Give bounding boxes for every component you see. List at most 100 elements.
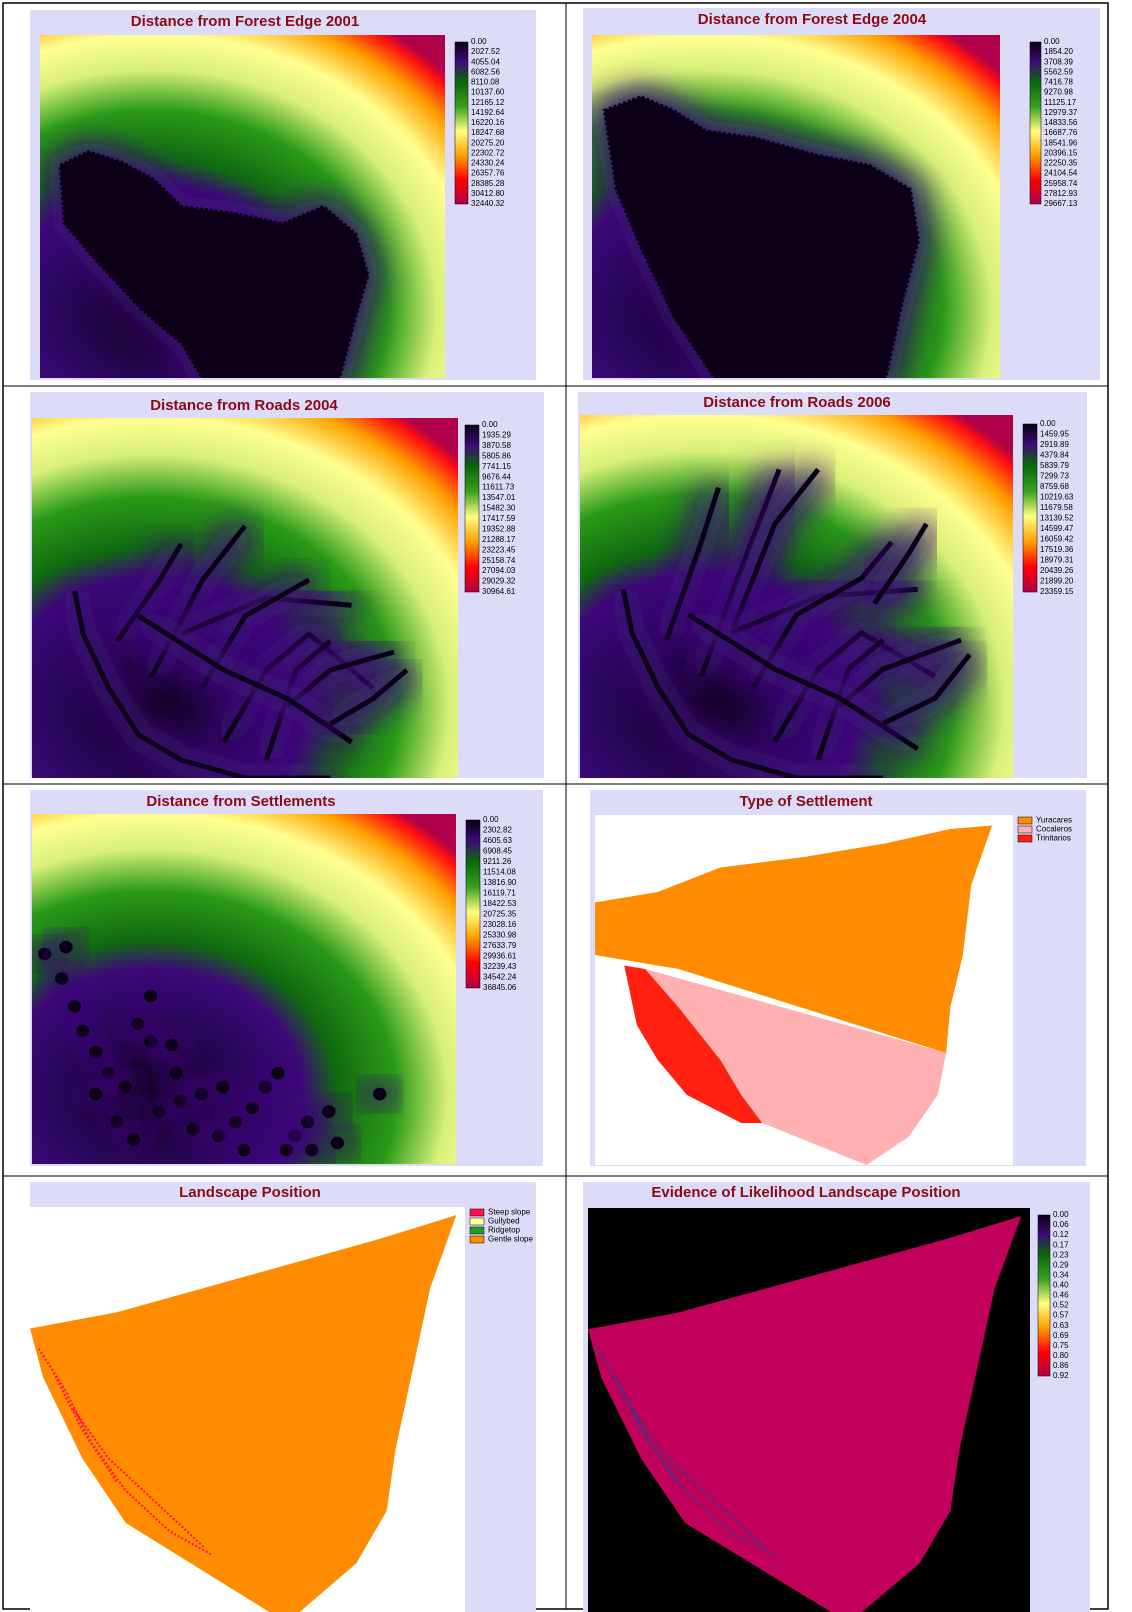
legend-label: 20396.15	[1044, 148, 1078, 157]
legend-label: 25958.74	[1044, 179, 1078, 188]
settlement	[59, 941, 73, 954]
legend-label: 32239.43	[483, 962, 517, 971]
legend-label: 7741.15	[482, 462, 511, 471]
legend-label: 14599.47	[1040, 524, 1074, 533]
map	[592, 35, 1000, 378]
legend-swatch	[1018, 826, 1032, 833]
legend-label: 2919.89	[1040, 440, 1069, 449]
legend-label: 2302.82	[483, 826, 512, 835]
legend-swatch	[470, 1218, 484, 1225]
legend-label: 0.63	[1053, 1321, 1069, 1330]
legend-label: 21288.17	[482, 535, 516, 544]
legend-label: 4055.04	[471, 57, 500, 66]
legend-label: 16059.42	[1040, 535, 1074, 544]
legend-label: 10219.63	[1040, 493, 1074, 502]
panel-title: Landscape Position	[179, 1184, 321, 1201]
map	[40, 35, 445, 378]
legend-label: 0.17	[1053, 1240, 1069, 1249]
legend-label: 0.34	[1053, 1270, 1069, 1279]
legend-label: 13139.52	[1040, 514, 1074, 523]
legend-label: 0.23	[1053, 1250, 1069, 1259]
legend-label: Cocaleros	[1036, 825, 1072, 834]
legend-label: 22250.35	[1044, 159, 1078, 168]
legend-label: 0.92	[1053, 1371, 1069, 1380]
legend-label: 25158.74	[482, 556, 516, 565]
legend-label: 30412.80	[471, 189, 505, 198]
map	[30, 1207, 465, 1612]
legend-label: 9270.98	[1044, 88, 1073, 97]
panel-title: Distance from Forest Edge 2004	[698, 11, 927, 28]
legend-ramp	[465, 425, 479, 592]
legend-label: 7416.78	[1044, 78, 1073, 87]
legend-label: 0.57	[1053, 1311, 1069, 1320]
legend-label: 24104.54	[1044, 169, 1078, 178]
legend-label: 0.46	[1053, 1291, 1069, 1300]
map	[32, 418, 458, 778]
settlement	[165, 1039, 179, 1052]
legend-label: 0.75	[1053, 1341, 1069, 1350]
legend-label: 9211.26	[483, 857, 512, 866]
legend-label: 0.00	[1040, 419, 1056, 428]
legend-ramp	[1023, 424, 1037, 592]
legend-label: 34542.24	[483, 973, 517, 982]
panel-title: Type of Settlement	[739, 793, 872, 810]
legend-label: 0.00	[471, 37, 487, 46]
legend-label: 16220.16	[471, 118, 505, 127]
settlement	[186, 1123, 200, 1136]
legend-label: 0.52	[1053, 1301, 1069, 1310]
legend-label: 1854.20	[1044, 47, 1073, 56]
legend-swatch	[1018, 835, 1032, 842]
legend-label: 1459.95	[1040, 430, 1069, 439]
panel-title: Distance from Roads 2006	[703, 394, 891, 411]
legend-label: 14833.56	[1044, 118, 1078, 127]
legend-label: 0.29	[1053, 1260, 1069, 1269]
legend-label: 8759.68	[1040, 482, 1069, 491]
legend-ramp	[1030, 42, 1041, 204]
map	[580, 415, 1013, 778]
settlement	[169, 1067, 183, 1080]
map	[595, 815, 1013, 1165]
legend-label: 16119.71	[483, 889, 516, 898]
legend-label: 0.80	[1053, 1351, 1069, 1360]
legend-label: Steep slope	[488, 1208, 531, 1217]
legend-label: 9676.44	[482, 472, 511, 481]
legend-label: 0.00	[1044, 37, 1060, 46]
legend-ramp	[455, 42, 468, 204]
settlement	[68, 1000, 82, 1013]
legend-label: 17417.59	[482, 514, 516, 523]
settlement	[118, 1081, 132, 1094]
settlement	[237, 1144, 251, 1157]
legend-label: 27812.93	[1044, 189, 1078, 198]
legend-label: 12165.12	[471, 98, 505, 107]
legend-label: 23028.16	[483, 920, 517, 929]
legend-label: 18247.68	[471, 128, 505, 137]
legend-label: 0.12	[1053, 1230, 1069, 1239]
legend-label: 0.00	[1053, 1210, 1069, 1219]
legend-label: 20439.26	[1040, 566, 1074, 575]
legend-label: 6908.45	[483, 847, 512, 856]
legend-label: Yuracares	[1036, 816, 1072, 825]
legend-label: 11514.08	[483, 868, 516, 877]
legend-label: 19352.88	[482, 524, 516, 533]
legend-label: 0.69	[1053, 1331, 1069, 1340]
settlement	[322, 1105, 336, 1118]
legend-label: 0.86	[1053, 1361, 1069, 1370]
legend-label: 4605.63	[483, 836, 512, 845]
legend-label: 13547.01	[482, 493, 516, 502]
settlement	[280, 1144, 294, 1157]
legend-label: 8110.08	[471, 78, 500, 87]
panel-title: Evidence of Likelihood Landscape Positio…	[651, 1184, 960, 1201]
settlement	[330, 1137, 344, 1150]
settlement	[373, 1088, 387, 1101]
legend-label: 25330.98	[483, 931, 517, 940]
panel-title: Distance from Roads 2004	[150, 397, 338, 414]
legend-label: 13816.90	[483, 878, 517, 887]
legend-label: 5562.59	[1044, 67, 1073, 76]
legend-label: 0.40	[1053, 1281, 1069, 1290]
legend-swatch	[1018, 817, 1032, 824]
legend-swatch	[470, 1227, 484, 1234]
legend-label: 18979.31	[1040, 556, 1074, 565]
settlement	[89, 1088, 103, 1101]
legend-label: 7299.73	[1040, 472, 1069, 481]
legend-label: 29936.61	[483, 952, 517, 961]
